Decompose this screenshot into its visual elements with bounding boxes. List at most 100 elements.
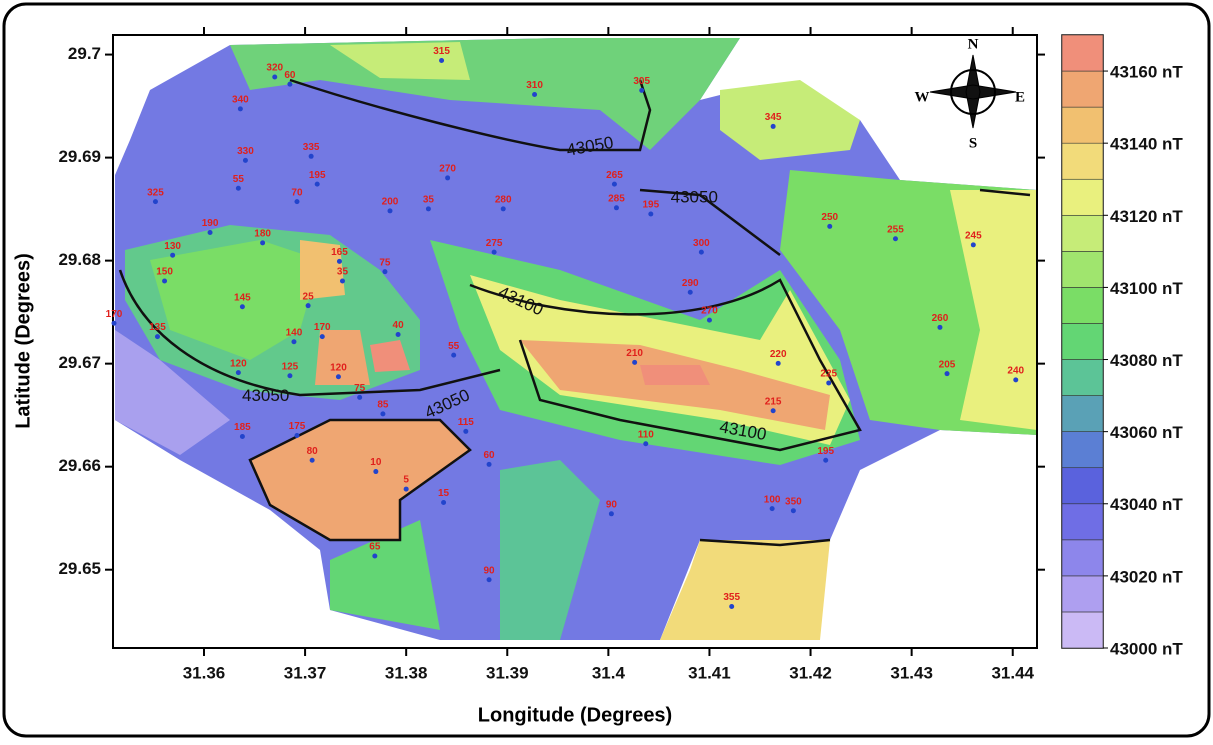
station: [380, 411, 386, 417]
station: [207, 230, 213, 236]
station-label: 290: [682, 278, 699, 289]
station-label: 70: [291, 187, 303, 198]
station: [500, 206, 506, 212]
station-label: 250: [821, 212, 838, 223]
station-label: 180: [254, 228, 271, 239]
compass-label: E: [1015, 89, 1025, 105]
y-tick-label: 29.69: [58, 147, 101, 166]
contour-label: 43050: [671, 187, 718, 206]
station: [111, 320, 117, 326]
colorbar-tick-label: 43060 nT: [1110, 423, 1183, 442]
station-label: 300: [693, 238, 710, 249]
station: [486, 577, 492, 583]
colorbar-band: [1061, 214, 1104, 252]
station: [152, 199, 158, 205]
station: [237, 106, 243, 112]
station: [336, 258, 342, 264]
station: [294, 199, 300, 205]
station-label: 270: [701, 306, 718, 317]
station: [235, 185, 241, 191]
station-label: 285: [608, 193, 625, 204]
colorbar-band: [1061, 142, 1104, 180]
station: [944, 371, 950, 377]
station: [970, 242, 976, 248]
station-label: 195: [309, 170, 326, 181]
station-label: 60: [284, 70, 296, 81]
x-tick-label: 31.4: [592, 663, 626, 682]
station: [823, 457, 829, 463]
contour-label: 43050: [242, 386, 289, 405]
colorbar-band: [1061, 178, 1104, 216]
station-label: 325: [147, 187, 164, 198]
colorbar-tick-label: 43000 nT: [1110, 639, 1183, 658]
compass-label: S: [969, 135, 977, 151]
compass-label: W: [915, 89, 930, 105]
station-label: 100: [764, 494, 781, 505]
station-label: 200: [382, 197, 399, 208]
station: [445, 175, 451, 181]
station: [291, 339, 297, 345]
station: [643, 441, 649, 447]
station-label: 120: [330, 362, 347, 373]
station-label: 330: [237, 146, 254, 157]
station-label: 35: [337, 267, 349, 278]
station-label: 65: [369, 542, 381, 553]
colorbar-band: [1061, 323, 1104, 360]
station: [463, 428, 469, 434]
y-tick-label: 29.65: [58, 559, 101, 578]
station: [305, 303, 311, 309]
station-label: 355: [723, 592, 740, 603]
colorbar-tick-label: 43020 nT: [1110, 567, 1183, 586]
colorbar-band: [1061, 611, 1104, 649]
station-label: 340: [232, 95, 249, 106]
station: [827, 223, 833, 229]
station-label: 310: [526, 80, 543, 91]
station: [308, 153, 314, 159]
station-label: 335: [303, 142, 320, 153]
station: [373, 469, 379, 475]
station: [314, 181, 320, 187]
station: [1013, 377, 1019, 383]
colorbar-tick-label: 43040 nT: [1110, 495, 1183, 514]
station: [532, 91, 538, 97]
station: [403, 486, 409, 492]
station: [395, 332, 401, 338]
station-label: 135: [149, 322, 166, 333]
station-label: 60: [484, 450, 496, 461]
y-axis-label: Latitude (Degrees): [12, 253, 34, 429]
station: [611, 181, 617, 187]
station-label: 115: [458, 417, 475, 428]
x-tick-label: 31.44: [991, 663, 1034, 682]
station: [491, 249, 497, 255]
colorbar-band: [1061, 431, 1104, 469]
station-label: 150: [156, 267, 173, 278]
station-label: 145: [234, 292, 251, 303]
station-label: 245: [965, 231, 982, 242]
station-label: 140: [286, 327, 303, 338]
x-tick-label: 31.41: [688, 663, 731, 682]
station: [608, 511, 614, 517]
station: [425, 206, 431, 212]
colorbar-band: [1061, 395, 1104, 432]
station: [937, 324, 943, 330]
x-tick-label: 31.36: [183, 663, 226, 682]
station-label: 5: [403, 475, 409, 486]
station: [486, 461, 492, 467]
y-tick-label: 29.7: [68, 44, 101, 63]
station-label: 75: [379, 257, 391, 268]
station: [387, 208, 393, 214]
station-label: 130: [164, 241, 181, 252]
station-label: 85: [377, 400, 389, 411]
station-label: 75: [354, 383, 366, 394]
y-tick-label: 29.66: [58, 456, 101, 475]
station-label: 15: [438, 488, 450, 499]
station-label: 275: [486, 238, 503, 249]
station-label: 265: [606, 170, 623, 181]
station-label: 270: [439, 164, 456, 175]
station-label: 125: [282, 361, 299, 372]
colorbar-tick-label: 43160 nT: [1110, 63, 1183, 82]
colorbar-band: [1061, 70, 1104, 108]
station: [632, 359, 638, 365]
station-label: 170: [314, 322, 331, 333]
